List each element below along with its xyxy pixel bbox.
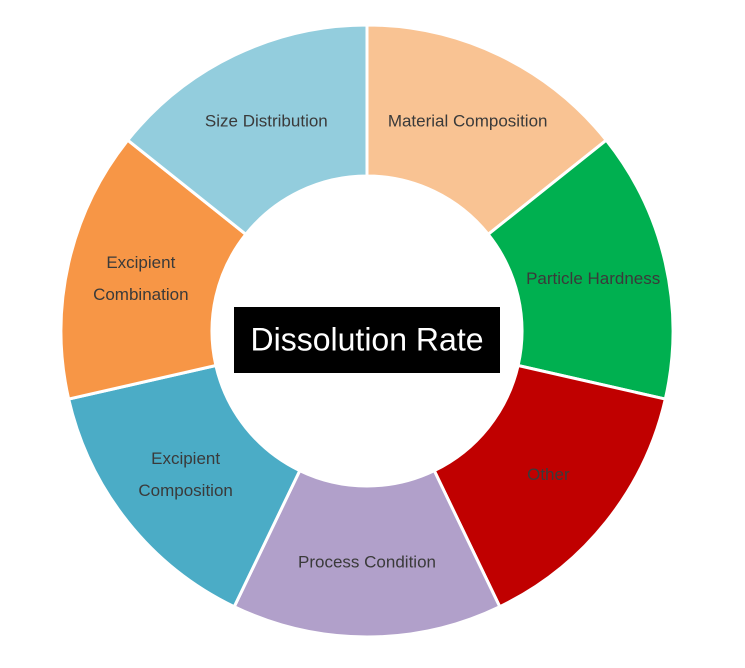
segment bbox=[125, 23, 369, 237]
segment bbox=[365, 23, 609, 237]
segment-label: Excipient bbox=[151, 449, 220, 468]
segment-label: Combination bbox=[93, 285, 188, 304]
center-label: Dissolution Rate bbox=[251, 321, 484, 357]
segment bbox=[59, 138, 248, 401]
segment bbox=[66, 363, 302, 609]
segment-label: Particle Hardness bbox=[526, 269, 660, 288]
segment-label: Other bbox=[527, 465, 570, 484]
segment-label: Material Composition bbox=[388, 111, 548, 130]
center-box bbox=[234, 307, 500, 373]
segment bbox=[232, 468, 502, 639]
segment-label: Process Condition bbox=[298, 552, 436, 571]
segment bbox=[432, 363, 668, 609]
segment bbox=[486, 138, 675, 401]
segment-label: Size Distribution bbox=[205, 111, 328, 130]
segments: Material Composition Particle Hardness Oth… bbox=[59, 23, 675, 639]
segment-label: Composition bbox=[138, 481, 233, 500]
segment-label: Excipient bbox=[106, 253, 175, 272]
